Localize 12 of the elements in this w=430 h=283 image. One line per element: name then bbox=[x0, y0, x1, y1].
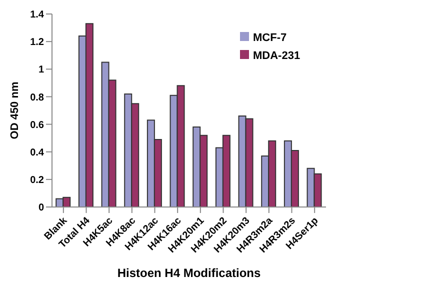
y-tick-label: 1 bbox=[38, 64, 44, 76]
y-axis-title: OD 450 nm bbox=[8, 82, 21, 140]
y-tick-label: 0.4 bbox=[30, 147, 44, 158]
x-axis-title: Histoen H4 Modifications bbox=[117, 266, 261, 280]
y-tick-label: 1.4 bbox=[30, 10, 44, 21]
y-tick-label: 0.2 bbox=[30, 174, 44, 186]
y-tick-label: 0.8 bbox=[30, 92, 44, 104]
y-tick-label: 1.2 bbox=[30, 37, 44, 48]
y-tick-label: 0.6 bbox=[30, 120, 44, 131]
legend-label: MDA-231 bbox=[253, 50, 300, 62]
y-tick-label: 0 bbox=[38, 202, 44, 214]
legend-label: MCF-7 bbox=[253, 32, 287, 44]
